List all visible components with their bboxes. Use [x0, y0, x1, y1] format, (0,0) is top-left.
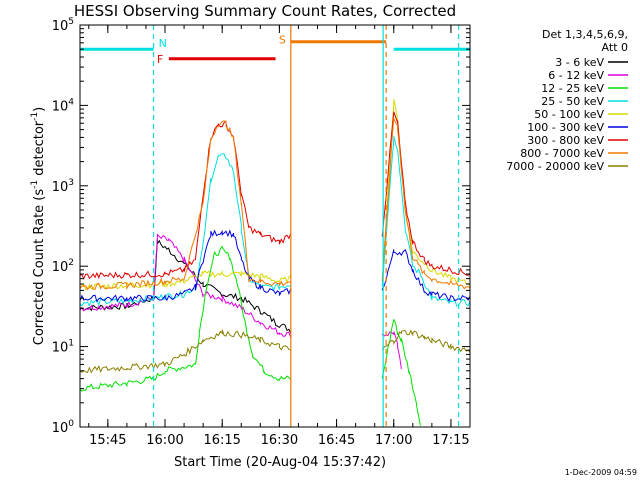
y-axis-label-part1: Corrected Count Rate (s: [32, 189, 47, 346]
y-axis-label-exp1: -1: [30, 180, 40, 189]
series-line: [79, 329, 471, 374]
y-tick-exponent: 3: [68, 178, 74, 188]
y-tick-exponent: 2: [68, 258, 74, 268]
y-axis-label-part3: ): [32, 107, 47, 112]
flare-label: F: [157, 53, 163, 66]
footer-date: 1-Dec-2009 04:59: [565, 468, 637, 477]
night-label: N: [159, 37, 167, 50]
x-tick-label: 15:45: [89, 433, 126, 448]
series-line: [79, 233, 402, 369]
series-layer: [79, 99, 471, 426]
saa-label: S: [279, 34, 286, 47]
plot-frame: [79, 24, 471, 428]
series-line: [79, 111, 471, 280]
y-tick-label: 102: [52, 258, 74, 275]
y-tick-exponent: 1: [68, 339, 74, 349]
series-line: [79, 99, 471, 291]
x-tick-label: 17:00: [375, 433, 412, 448]
legend-label: 3 - 6 keV: [555, 56, 604, 69]
series-line: [79, 229, 471, 303]
legend-label: 50 - 100 keV: [534, 108, 604, 121]
y-tick-label: 104: [52, 97, 75, 114]
legend-label: 100 - 300 keV: [527, 121, 604, 134]
annotation-layer: NF S: [80, 25, 470, 427]
x-tick-label: 16:30: [261, 433, 298, 448]
y-tick-base: 10: [52, 99, 69, 114]
series-line: [79, 117, 471, 291]
legend-label: 12 - 25 keV: [541, 82, 604, 95]
legend-label: 300 - 800 keV: [527, 134, 604, 147]
y-tick-label: 105: [52, 17, 74, 34]
legend-header-attenuator: Att 0: [602, 41, 628, 54]
y-axis-label: Corrected Count Rate (s-1 detector-1): [30, 107, 47, 345]
y-tick-base: 10: [52, 421, 69, 436]
legend-label: 7000 - 20000 keV: [506, 160, 604, 173]
legend-label: 25 - 50 keV: [541, 95, 604, 108]
chart-title: HESSI Observing Summary Count Rates, Cor…: [74, 2, 456, 20]
y-tick-base: 10: [52, 341, 69, 356]
series-line: [79, 245, 421, 426]
y-tick-base: 10: [52, 180, 69, 195]
y-axis-label-part2: detector: [32, 120, 47, 180]
y-tick-label: 103: [52, 178, 74, 195]
x-axis-label: Start Time (20-Aug-04 15:37:42): [174, 455, 386, 470]
y-tick-base: 10: [52, 19, 69, 34]
x-tick-label: 17:15: [432, 433, 469, 448]
legend-label: 800 - 7000 keV: [520, 147, 604, 160]
x-tick-label: 16:00: [146, 433, 183, 448]
y-tick-label: 101: [52, 339, 74, 356]
x-axis-ticks: 15:45 16:00 16:15 16:30 16:45 17:00 17:15: [88, 25, 471, 448]
y-tick-exponent: 0: [68, 419, 74, 429]
y-tick-exponent: 5: [68, 17, 74, 27]
legend-header-detectors: Det 1,3,4,5,6,9,: [542, 28, 628, 41]
series-line: [79, 136, 471, 307]
legend-label: 6 - 12 keV: [548, 69, 604, 82]
x-tick-label: 16:15: [203, 433, 240, 448]
y-axis-label-exp2: -1: [30, 112, 40, 121]
x-tick-label: 16:45: [318, 433, 355, 448]
y-tick-label: 100: [52, 419, 75, 436]
y-tick-exponent: 4: [68, 97, 74, 107]
y-tick-base: 10: [52, 260, 69, 275]
